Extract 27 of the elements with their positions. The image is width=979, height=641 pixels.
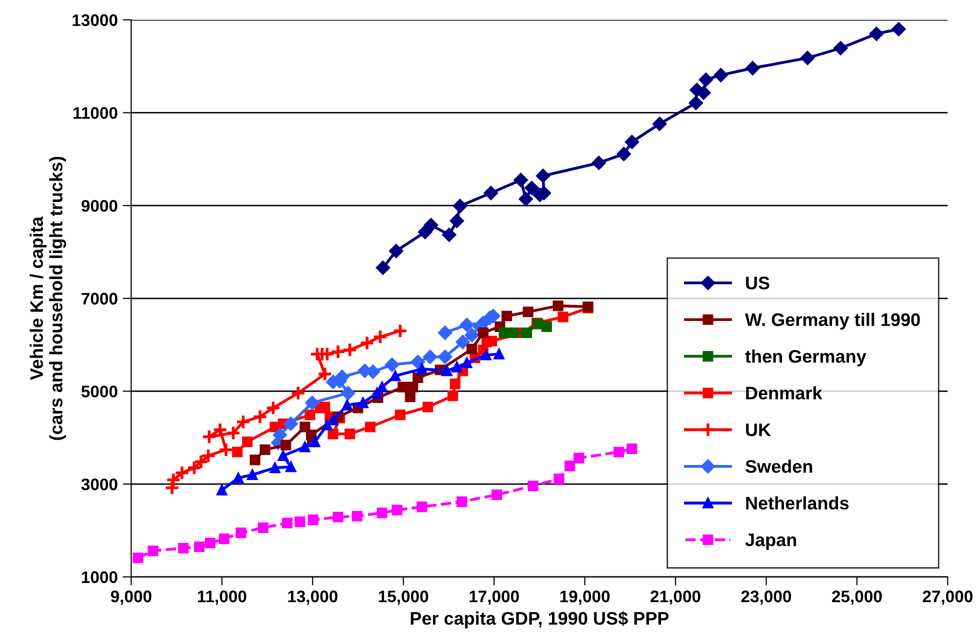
x-tick-label: 11,000 [198, 590, 246, 605]
legend-label: W. Germany till 1990 [744, 312, 920, 330]
x-tick-label: 21,000 [650, 590, 700, 605]
legend-label: UK [746, 424, 771, 436]
y-axis-title: Vehicle Km / capita (cars and household light trucks) [30, 156, 66, 440]
legend-label: US [746, 276, 770, 290]
y-tick-label: 13000 [72, 14, 118, 26]
y-tick-label: 11000 [74, 107, 118, 119]
y-tick-label: 1000 [82, 571, 118, 584]
legend-label: Japan [745, 534, 796, 550]
y-tick-label: 9000 [81, 200, 118, 212]
x-tick-label: 19,000 [560, 590, 610, 605]
legend-label: Sweden [745, 460, 812, 473]
x-tick-label: 13,000 [288, 590, 338, 605]
y-tick-label: 7000 [82, 292, 118, 305]
x-axis-title: Per capita GDP, 1990 US$ PPP [410, 611, 669, 628]
legend-label: then Germany [745, 350, 866, 366]
x-tick-label: 25,000 [832, 590, 882, 605]
x-tick-label: 9,000 [110, 590, 152, 605]
x-tick-label: 15,000 [378, 590, 428, 605]
x-tick-label: 17,000 [470, 590, 519, 605]
legend-label: Denmark [746, 386, 822, 400]
x-tick-label: 23,000 [741, 590, 792, 605]
x-tick-label: 27,000 [922, 590, 972, 605]
legend-label: Netherlands [746, 496, 849, 510]
y-tick-label: 5000 [81, 386, 118, 398]
y-tick-label: 3000 [81, 478, 118, 490]
